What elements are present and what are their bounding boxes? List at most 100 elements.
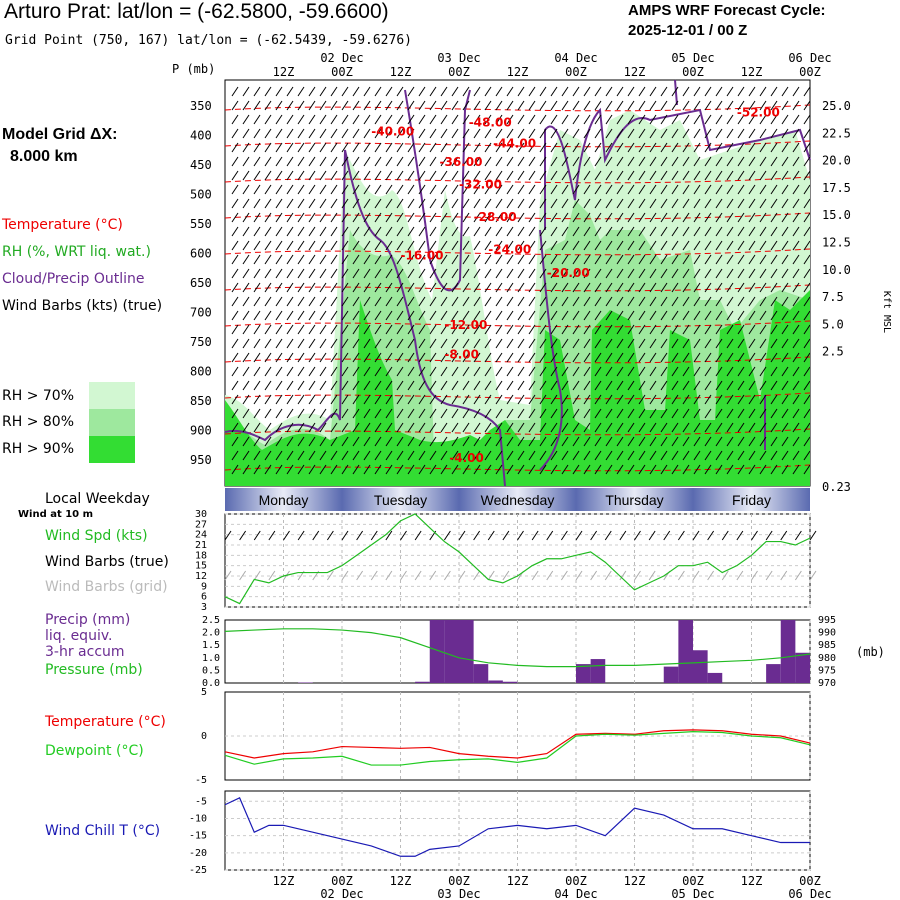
legend-rh80: RH > 80% (2, 414, 75, 430)
wind-barb (539, 296, 547, 307)
wind-barb (242, 422, 250, 433)
wind-barb (231, 212, 239, 223)
wind-barb (770, 86, 778, 97)
wind-barb (506, 366, 514, 377)
wind-barb (297, 436, 305, 447)
wind-barb-true (619, 530, 627, 541)
wind-barb (440, 394, 448, 405)
legend-wind-speed: Wind Spd (kts) (45, 528, 148, 544)
wind-barb (792, 422, 800, 433)
wind-barb (451, 338, 459, 349)
wind-barb (616, 408, 624, 419)
wind-barb (583, 254, 591, 265)
top-hour-label: 00Z (448, 65, 470, 79)
wind-barb (495, 394, 503, 405)
wind-barb (286, 282, 294, 293)
wind-barb (792, 436, 800, 447)
wind-barb (506, 464, 514, 475)
wind-barb (319, 184, 327, 195)
wind-barb (319, 324, 327, 335)
wind-barb (627, 86, 635, 97)
wind-barb (748, 338, 756, 349)
precip-bar (678, 620, 693, 683)
wind-barb (374, 408, 382, 419)
wind-barb (715, 170, 723, 181)
wind-barb (462, 338, 470, 349)
wind-barb-grid (677, 570, 685, 581)
wind-barb (484, 296, 492, 307)
bottom-hour-label: 12Z (741, 874, 763, 888)
wind-barb (506, 436, 514, 447)
wind-barb (231, 254, 239, 265)
wind-barb (605, 212, 613, 223)
wind-barb (726, 436, 734, 447)
wind-barb (792, 310, 800, 321)
wind-barb (781, 394, 789, 405)
wind-barb-true (809, 530, 817, 541)
wind-barb (539, 436, 547, 447)
wind-barb (440, 226, 448, 237)
wind-barb (440, 450, 448, 461)
wind-barb (385, 86, 393, 97)
wind-barb (286, 464, 294, 475)
legend-temperature-series: Temperature (°C) (45, 714, 166, 730)
wind-barb (693, 324, 701, 335)
wind-barb (308, 86, 316, 97)
wind-barb (539, 408, 547, 419)
wind-barb (550, 338, 558, 349)
wind-barb (660, 184, 668, 195)
wind-barb (638, 114, 646, 125)
wind-barb (407, 226, 415, 237)
weekday-bar: Monday Tuesday Wednesday Thursday Friday (225, 488, 810, 511)
wind-barb (297, 338, 305, 349)
wind-barb-true (546, 530, 554, 541)
wind-barb (770, 156, 778, 167)
wind-barb (363, 114, 371, 125)
wind-barb (660, 282, 668, 293)
wind-barb (517, 128, 525, 139)
wind-barb (693, 282, 701, 293)
wind-barb (638, 296, 646, 307)
wind-barb (374, 198, 382, 209)
wind-barb (506, 240, 514, 251)
wind-barb (506, 100, 514, 111)
wind-barb (264, 184, 272, 195)
wind-barb (770, 464, 778, 475)
wind-barb (484, 86, 492, 97)
wind-barb (253, 310, 261, 321)
wind-barb (473, 184, 481, 195)
wind-barb (583, 212, 591, 223)
wind-barb (319, 338, 327, 349)
wind-barb (440, 100, 448, 111)
wind-barb (462, 170, 470, 181)
wind-chill-y-tick: -15 (189, 831, 207, 842)
top-date-label: 02 Dec (320, 51, 363, 65)
wind-barb (528, 184, 536, 195)
wind-barb (341, 184, 349, 195)
wind-barb (704, 366, 712, 377)
wind-barb (638, 100, 646, 111)
wind-barb (803, 142, 811, 153)
wind-barb (704, 450, 712, 461)
wind-barb (275, 226, 283, 237)
wind-barb (297, 268, 305, 279)
wind-barb (407, 282, 415, 293)
wind-barb (770, 394, 778, 405)
wind-barb (418, 380, 426, 391)
wind-barb (374, 394, 382, 405)
wind-barb (781, 128, 789, 139)
wind-barb (352, 212, 360, 223)
wind-barb (693, 100, 701, 111)
wind-barb (264, 394, 272, 405)
wind-barb (759, 408, 767, 419)
wind-barb (759, 436, 767, 447)
wind-barb (671, 254, 679, 265)
wind-barb (308, 170, 316, 181)
wind-barb (594, 184, 602, 195)
wind-barb (737, 268, 745, 279)
wind-barb (231, 450, 239, 461)
wind-barb (638, 254, 646, 265)
wind-barb (781, 226, 789, 237)
wind-barb (253, 226, 261, 237)
wind-barb (495, 380, 503, 391)
